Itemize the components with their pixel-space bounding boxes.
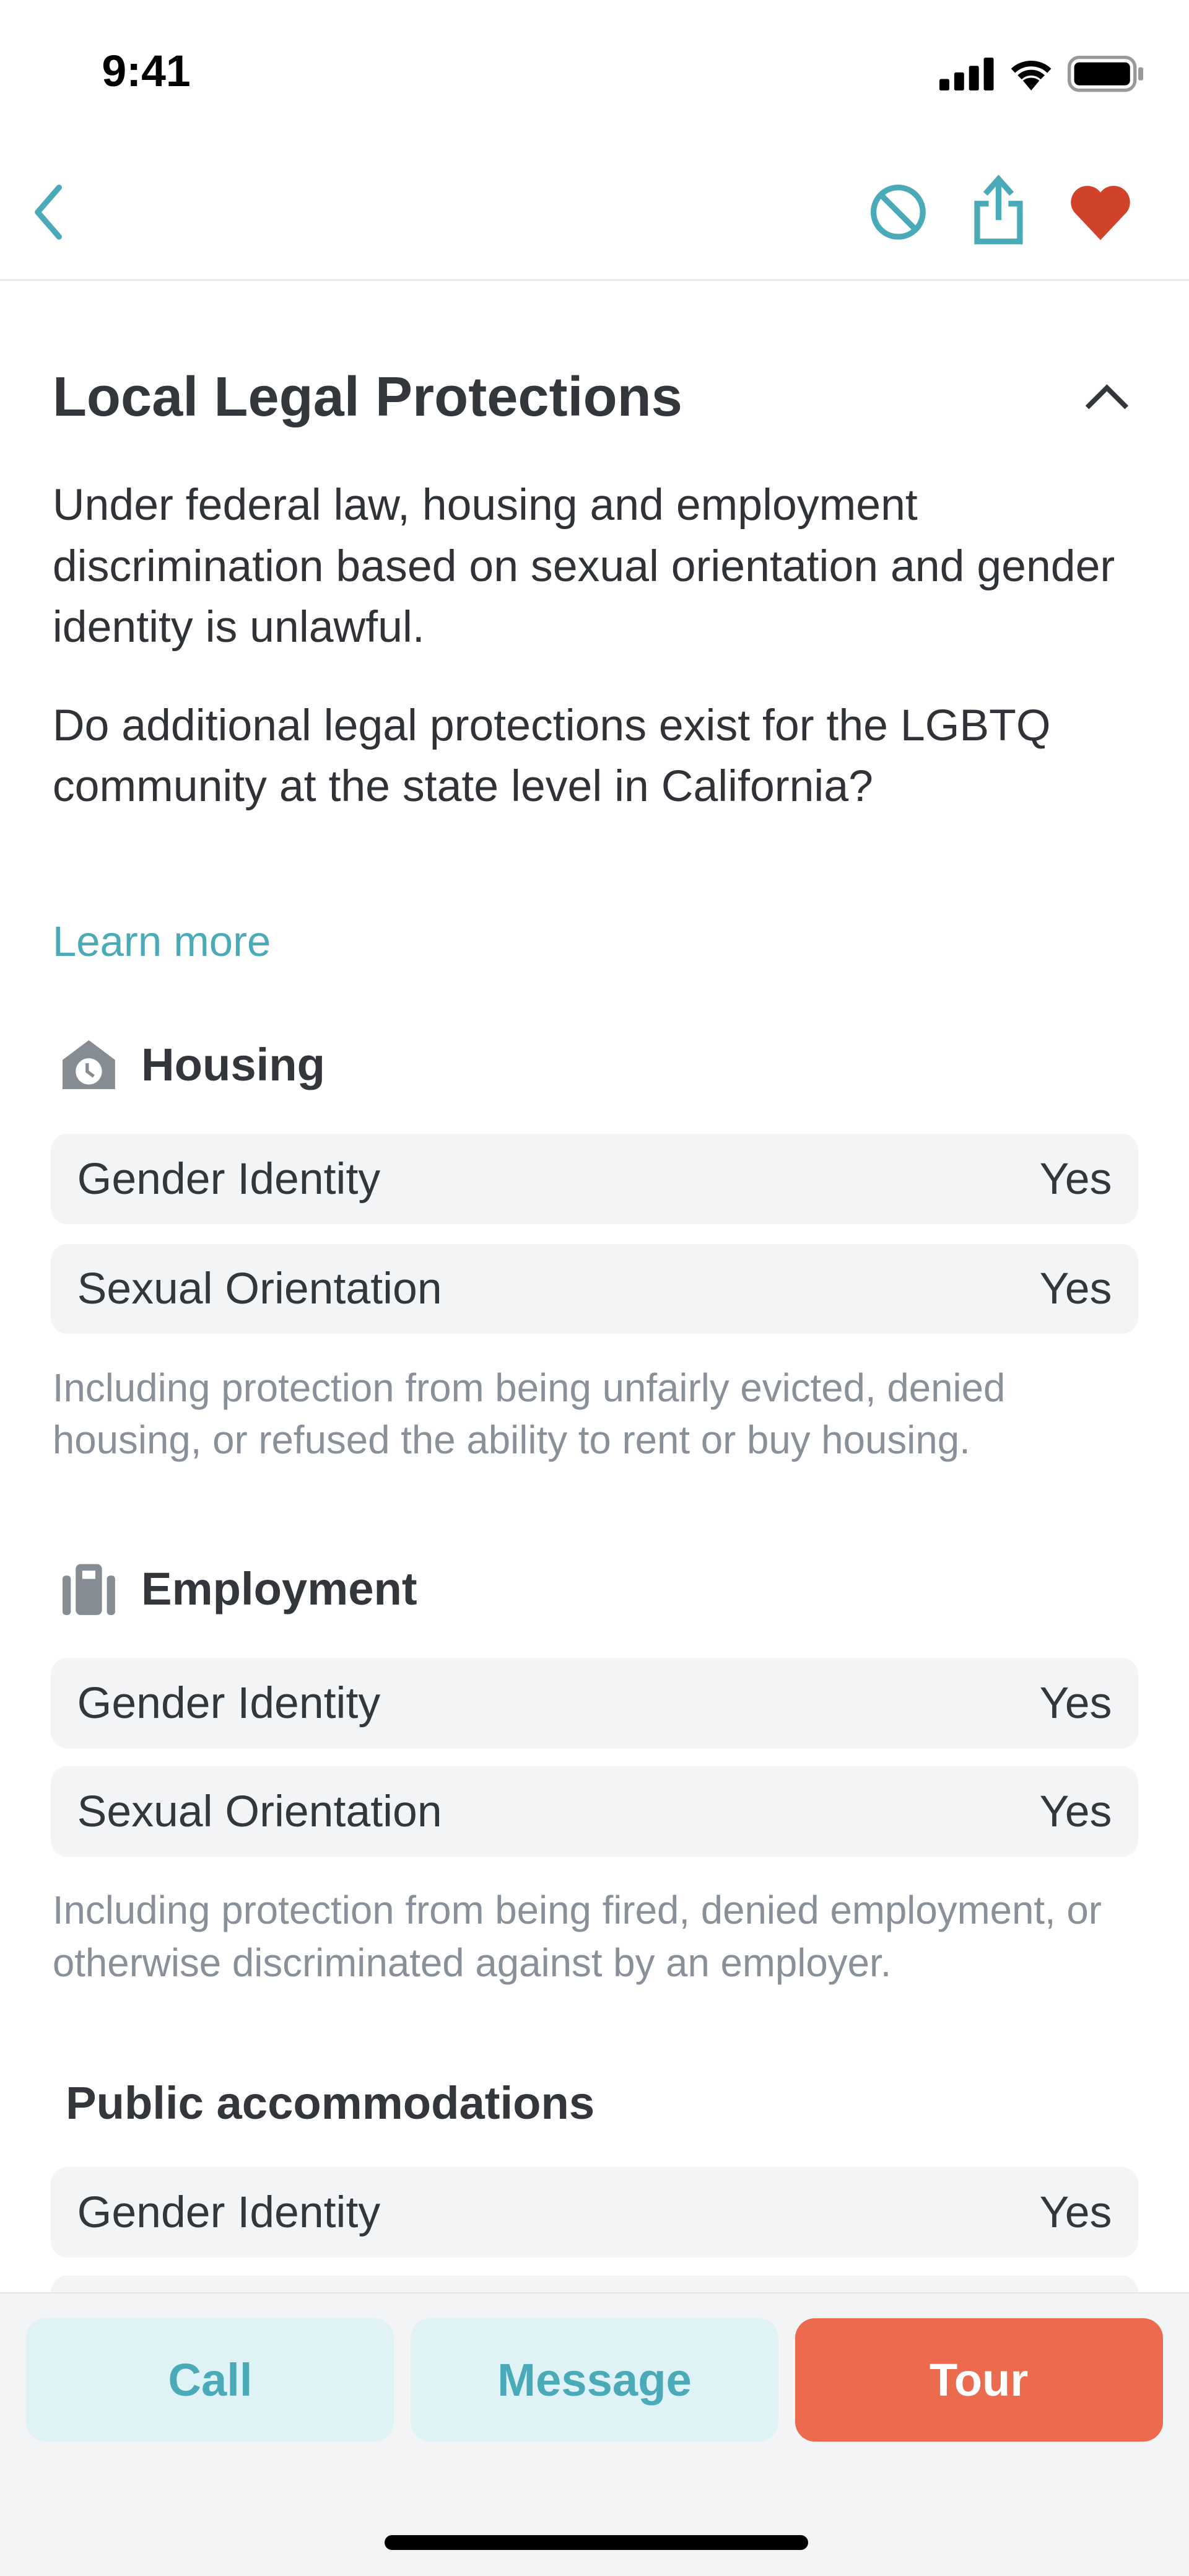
message-button[interactable]: Message (411, 2318, 779, 2442)
house-icon (62, 1040, 115, 1090)
heart-icon[interactable] (1068, 181, 1133, 243)
row-label: Gender Identity (77, 2187, 381, 2237)
table-row: Sexual Orientation Yes (51, 1766, 1138, 1857)
intro-text: Under federal law, housing and employmen… (52, 480, 1115, 652)
employment-note: Including protection from being fired, d… (52, 1888, 1102, 1985)
row-value: Yes (1039, 2187, 1112, 2237)
table-row: Gender Identity Yes (51, 2166, 1138, 2258)
question-text: Do additional legal protections exist fo… (52, 700, 1051, 811)
call-button[interactable]: Call (26, 2318, 394, 2442)
public-accommodations-title: Public accommodations (66, 2077, 595, 2129)
row-label: Gender Identity (77, 1154, 381, 1204)
status-icons (939, 56, 1143, 92)
row-value: Yes (1039, 1678, 1112, 1728)
row-label: Sexual Orientation (77, 1264, 442, 1314)
employment-heading: Employment (62, 1562, 417, 1615)
row-value: Yes (1039, 1154, 1112, 1204)
housing-note: Including protection from being unfairly… (52, 1365, 1006, 1463)
tour-button[interactable]: Tour (795, 2318, 1163, 2442)
nav-divider (0, 279, 1189, 281)
home-indicator[interactable] (384, 2535, 808, 2550)
block-icon[interactable] (867, 181, 930, 243)
briefcase-icon (62, 1564, 115, 1615)
share-icon[interactable] (972, 174, 1025, 247)
table-row: Gender Identity Yes (51, 1133, 1138, 1224)
battery-icon (1067, 56, 1143, 92)
status-time: 9:41 (102, 46, 191, 97)
table-row: Sexual Orientation Yes (51, 1243, 1138, 1334)
wifi-icon (1011, 60, 1052, 90)
signal-icon (939, 57, 994, 90)
housing-title: Housing (141, 1039, 326, 1091)
row-label: Sexual Orientation (77, 1786, 442, 1836)
public-accommodations-heading: Public accommodations (66, 2077, 594, 2129)
row-value: Yes (1039, 1786, 1112, 1836)
table-row: Gender Identity Yes (51, 1657, 1138, 1748)
chevron-up-icon[interactable] (1081, 378, 1133, 418)
learn-more-link[interactable]: Learn more (52, 917, 271, 965)
section-title: Local Legal Protections (52, 365, 682, 428)
row-value: Yes (1039, 1264, 1112, 1314)
employment-title: Employment (141, 1563, 417, 1615)
back-chevron-icon[interactable] (23, 181, 72, 243)
row-label: Gender Identity (77, 1678, 381, 1728)
housing-heading: Housing (62, 1038, 326, 1091)
